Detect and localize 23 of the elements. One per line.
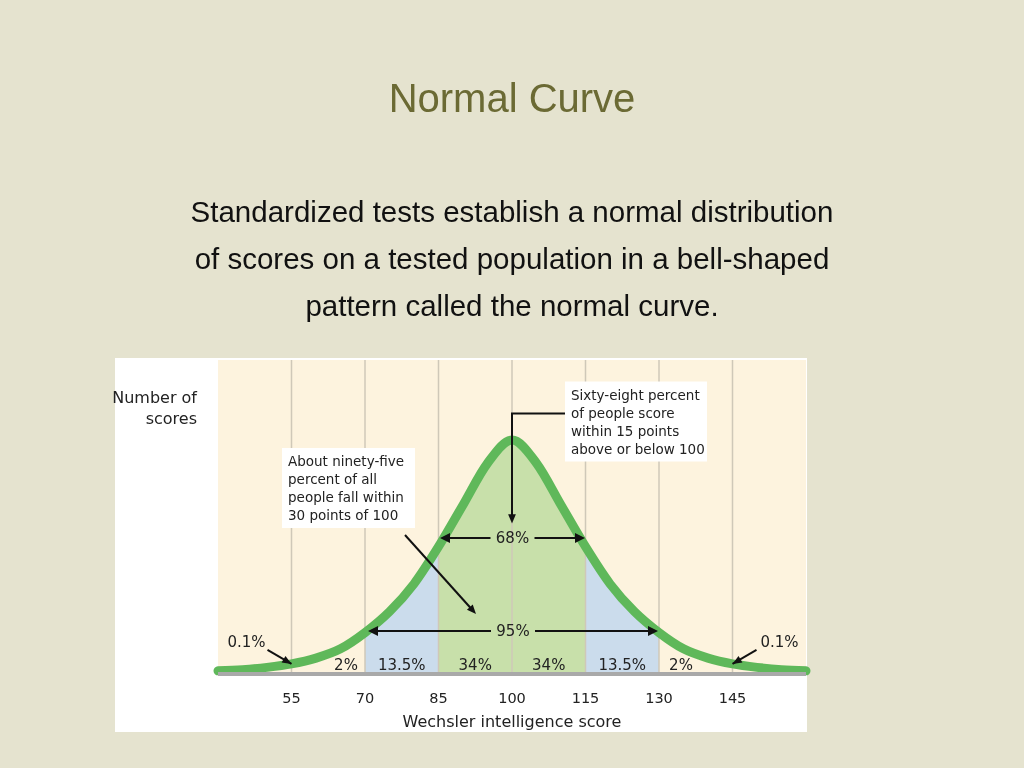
annotation: 2%	[669, 656, 693, 674]
annotation: About ninety-five percent of all people fall within 30 points of 100	[288, 453, 405, 523]
annotation: 0.1%	[227, 632, 266, 651]
chart-subtitle: Standardized tests establish a normal distribution of scores on a tested population in a bell-shaped pattern called the normal curve.	[190, 195, 834, 322]
x-tick-label: 70	[355, 690, 375, 706]
annotation: 68%	[495, 529, 530, 547]
x-tick-label: 115	[571, 690, 600, 706]
band-label: 13.5%	[598, 656, 647, 674]
band-label: 13.5%	[377, 656, 426, 674]
x-tick-label: 55	[282, 690, 301, 706]
x-tick-label: 100	[498, 690, 526, 706]
y-axis-title: Number of scores	[112, 388, 198, 428]
x-axis-title: Wechsler intelligence score	[402, 712, 622, 731]
band-label: 34%	[458, 656, 492, 674]
annotation: 95%	[496, 622, 530, 640]
annotation: 2%	[334, 656, 358, 674]
annotation: 0.1%	[760, 632, 799, 651]
band-label: 34%	[532, 656, 566, 674]
x-tick-label: 130	[645, 690, 673, 706]
x-tick-label: 85	[429, 690, 448, 706]
chart-title: Normal Curve	[388, 76, 636, 120]
annotation: Sixty-eight percent of people score within 15 points above or below 100	[571, 386, 705, 457]
x-tick-label: 145	[718, 690, 747, 706]
